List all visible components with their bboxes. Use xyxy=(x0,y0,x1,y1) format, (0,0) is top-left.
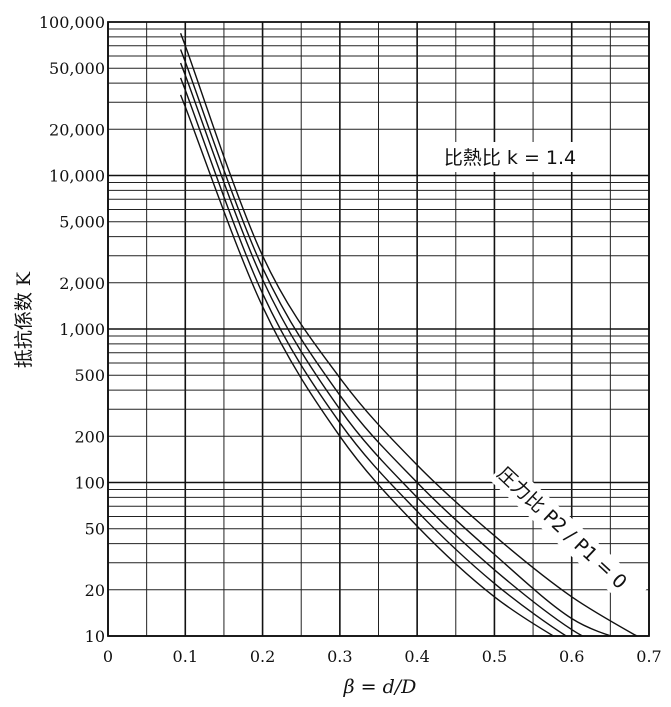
annotation-top: 比熱比 k = 1.4 xyxy=(444,147,576,169)
annotation-curves-bg xyxy=(489,459,648,610)
y-tick-label: 10 xyxy=(85,627,105,646)
y-tick-labels: 100,000 50,000 20,000 10,000 5,000 2,000 1,000… xyxy=(39,13,105,646)
y-tick-label: 1,000 xyxy=(59,320,105,339)
x-tick-label: 0.2 xyxy=(250,647,275,666)
x-axis-title: β = d/D xyxy=(343,676,417,698)
x-tick-label: 0.7 xyxy=(636,647,661,666)
y-tick-label: 100 xyxy=(74,474,105,493)
y-tick-label: 2,000 xyxy=(59,274,105,293)
y-tick-label: 500 xyxy=(74,366,105,385)
x-tick-labels: 0 0.1 0.2 0.3 0.4 0.5 0.6 0.7 xyxy=(103,647,662,666)
y-axis-title: 抵抗係数 K xyxy=(13,271,35,368)
y-tick-label: 100,000 xyxy=(39,13,105,32)
y-tick-label: 5,000 xyxy=(59,213,105,232)
x-tick-label: 0.4 xyxy=(404,647,429,666)
series-line xyxy=(179,32,639,636)
annotation-curves-group: 圧力比 P2 / P1 = 0 xyxy=(489,459,648,610)
y-tick-label: 20,000 xyxy=(49,120,105,139)
series-line xyxy=(179,94,555,636)
annotation-top-bg xyxy=(418,142,600,172)
x-tick-label: 0.3 xyxy=(327,647,352,666)
series-line xyxy=(179,49,614,636)
grid xyxy=(107,22,650,637)
x-tick-label: 0.1 xyxy=(173,647,198,666)
y-tick-label: 50 xyxy=(85,520,105,539)
series-line xyxy=(179,77,568,636)
y-tick-label: 10,000 xyxy=(49,167,105,186)
series-line xyxy=(179,62,585,636)
curves xyxy=(179,32,639,636)
plot-frame xyxy=(107,21,650,637)
y-tick-label: 50,000 xyxy=(49,59,105,78)
x-tick-label: 0 xyxy=(103,647,113,666)
y-tick-label: 200 xyxy=(74,427,105,446)
x-tick-label: 0.5 xyxy=(482,647,507,666)
x-tick-label: 0.6 xyxy=(559,647,584,666)
y-tick-label: 20 xyxy=(85,581,105,600)
